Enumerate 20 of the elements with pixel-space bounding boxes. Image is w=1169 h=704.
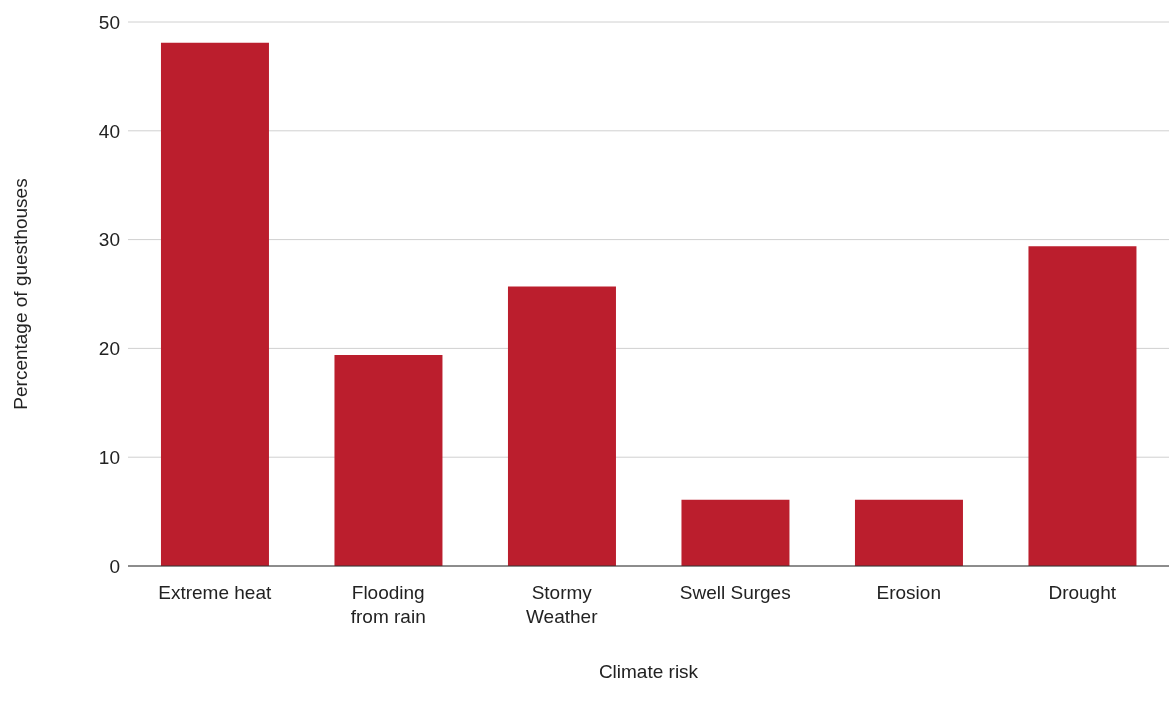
bar xyxy=(854,499,963,566)
x-tick-label: Extreme heat xyxy=(158,582,272,604)
x-tick-label: Stormy Weather xyxy=(526,582,599,627)
x-tick-label: Drought xyxy=(1048,582,1117,604)
x-tick-label: Flooding from rain xyxy=(350,582,426,627)
y-tick-label: 30 xyxy=(98,229,120,251)
bar xyxy=(681,499,790,566)
bar xyxy=(1028,246,1137,566)
x-axis-title: Climate risk xyxy=(598,661,699,682)
y-tick-label: 10 xyxy=(98,446,120,468)
y-tick-label: 0 xyxy=(109,555,120,577)
y-axis-title: Percentage of guesthouses xyxy=(9,178,31,410)
x-tick-label: Swell Surges xyxy=(679,582,791,604)
bar xyxy=(334,354,443,566)
bar xyxy=(507,286,616,566)
y-tick-label: 20 xyxy=(98,338,120,360)
bar xyxy=(160,42,269,566)
y-tick-label: 50 xyxy=(98,11,120,33)
x-tick-label: Erosion xyxy=(876,582,941,604)
y-tick-label: 40 xyxy=(98,120,120,142)
